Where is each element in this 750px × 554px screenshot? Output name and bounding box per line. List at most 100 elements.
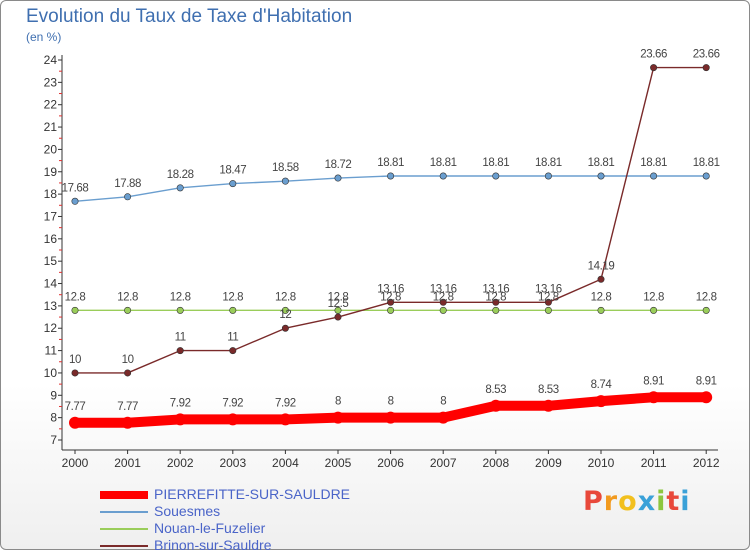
data-label: 14.19: [588, 260, 615, 272]
data-point: [279, 413, 292, 426]
data-point: [124, 306, 132, 314]
data-point: [334, 306, 342, 314]
data-label: 12.8: [485, 291, 506, 303]
data-label: 13.16: [430, 283, 457, 295]
data-label: 13.16: [535, 283, 562, 295]
data-label: 18.81: [482, 157, 509, 169]
data-label: 23.66: [640, 49, 667, 61]
y-tick-label: 9: [50, 388, 57, 402]
data-point: [176, 347, 184, 355]
data-point: [281, 177, 289, 185]
y-tick-label: 14: [44, 277, 58, 291]
logo-letter: i: [656, 486, 667, 517]
legend-swatch: [100, 527, 148, 530]
data-point: [492, 306, 500, 314]
data-point: [702, 306, 710, 314]
data-labels: 17.68 17.88 18.28 18.47 18.58 18.72 18.81 18.81…: [62, 49, 720, 413]
data-point: [650, 64, 658, 72]
data-point: [387, 298, 395, 306]
data-point: [334, 174, 342, 182]
data-point: [702, 172, 710, 180]
chart-unit-label: (en %): [26, 30, 62, 44]
data-point: [176, 306, 184, 314]
data-point: [281, 324, 289, 332]
legend-swatch: [100, 490, 148, 499]
data-point: [71, 306, 79, 314]
data-label: 13.16: [377, 283, 404, 295]
data-point: [489, 399, 502, 412]
data-point: [492, 172, 500, 180]
data-label: 11: [175, 332, 186, 344]
data-label: 18.28: [167, 169, 194, 181]
y-tick-label: 10: [44, 366, 58, 380]
data-label: 8.74: [591, 379, 613, 391]
data-label: 7.77: [117, 401, 138, 413]
data-label: 12.8: [591, 291, 612, 303]
data-point: [544, 298, 552, 306]
data-point: [229, 347, 237, 355]
x-tick-label: 2001: [114, 456, 141, 470]
data-point: [650, 306, 658, 314]
data-label: 7.77: [65, 401, 86, 413]
data-label: 8.53: [485, 384, 506, 396]
data-label: 10: [122, 354, 134, 366]
data-label: 13.16: [482, 283, 509, 295]
data-point: [174, 413, 187, 426]
data-label: 7.92: [170, 397, 191, 409]
data-label: 12.8: [433, 291, 454, 303]
logo-letter: o: [618, 486, 638, 517]
legend-label: PIERREFITTE-SUR-SAULDRE: [154, 486, 351, 502]
y-tick-label: 19: [44, 165, 58, 179]
y-tick-label: 13: [44, 299, 58, 313]
x-tick-label: 2007: [430, 456, 457, 470]
legend-label: Nouan-le-Fuzelier: [154, 520, 266, 536]
data-point: [71, 197, 79, 205]
y-tick-label: 21: [44, 120, 58, 134]
x-tick-label: 2005: [325, 456, 352, 470]
data-point: [124, 369, 132, 377]
data-point: [597, 172, 605, 180]
data-label: 12.8: [696, 291, 717, 303]
series-lines: [70, 66, 712, 428]
data-label: 12.8: [643, 291, 664, 303]
logo-letter: t: [666, 486, 681, 517]
data-label: 12.8: [275, 291, 296, 303]
data-label: 18.47: [219, 165, 246, 177]
data-point: [700, 391, 713, 404]
logo-letter: r: [603, 486, 619, 517]
y-tick-label: 12: [44, 321, 58, 335]
y-tick-label: 8: [50, 411, 57, 425]
x-tick-label: 2003: [219, 456, 246, 470]
data-point: [595, 395, 607, 408]
y-tick-label: 7: [50, 433, 57, 447]
data-label: 8.53: [538, 384, 559, 396]
data-point: [597, 306, 605, 314]
data-label: 12.8: [328, 291, 349, 303]
x-tick-label: 2008: [482, 456, 509, 470]
data-point: [332, 411, 344, 424]
y-tick-label: 24: [44, 53, 58, 67]
data-label: 18.81: [693, 157, 720, 169]
data-label: 12.8: [222, 291, 243, 303]
y-tick-label: 17: [44, 209, 58, 223]
data-point: [71, 369, 79, 377]
data-point: [387, 172, 395, 180]
data-point: [542, 399, 555, 412]
data-point: [229, 180, 237, 188]
x-tick-label: 2009: [535, 456, 562, 470]
data-label: 12.8: [170, 291, 191, 303]
data-label: 8: [335, 396, 341, 408]
data-point: [334, 313, 342, 321]
data-point: [647, 391, 660, 404]
data-point: [544, 172, 552, 180]
data-label: 8: [440, 396, 446, 408]
data-label: 7.92: [222, 397, 243, 409]
logo-letter: x: [637, 486, 657, 517]
data-point: [439, 172, 447, 180]
data-label: 8.91: [643, 375, 664, 387]
data-label: 18.81: [430, 157, 457, 169]
data-point: [384, 411, 397, 424]
series-line-3: [74, 66, 707, 374]
x-tick-label: 2004: [272, 456, 299, 470]
